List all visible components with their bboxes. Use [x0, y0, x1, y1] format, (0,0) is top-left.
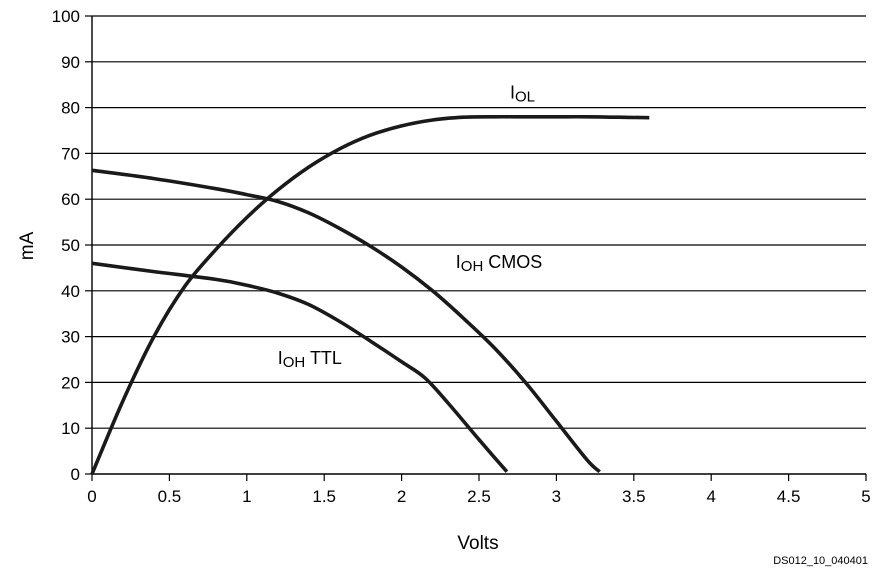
axes	[85, 15, 867, 481]
y-tick-label: 90	[61, 53, 80, 72]
y-tick-label: 50	[61, 236, 80, 255]
series-line-ioh-cmos	[91, 168, 601, 474]
x-tick-label: 1	[242, 487, 251, 506]
x-tick-labels: 0 0.5 1 1.5 2 2.5 3 3.5 4 4.5 5	[87, 487, 870, 506]
x-tick-label: 3.5	[622, 487, 646, 506]
x-axis-label: Volts	[457, 533, 498, 554]
y-tick-label: 20	[61, 373, 80, 392]
curve-label-ioh-cmos: IOH CMOS	[456, 252, 543, 275]
document-id: DS012_10_040401	[773, 555, 868, 567]
gridlines	[92, 15, 866, 429]
x-tick-label: 4.5	[777, 487, 801, 506]
curve-label-ioh-ttl: IOH TTL	[278, 348, 342, 371]
x-tick-label: 1.5	[312, 487, 336, 506]
curve-label-iol: IOL	[510, 82, 535, 105]
x-tick-label: 2.5	[467, 487, 491, 506]
x-tick-label: 0	[87, 487, 96, 506]
y-tick-label: 0	[71, 465, 80, 484]
series-line-iol	[90, 114, 650, 475]
y-tick-label: 100	[52, 7, 80, 26]
y-tick-label: 80	[61, 99, 80, 118]
series-group	[90, 114, 650, 475]
y-tick-label: 40	[61, 282, 80, 301]
y-tick-label: 10	[61, 419, 80, 438]
x-tick-label: 2	[397, 487, 406, 506]
y-axis-label: mA	[17, 231, 38, 260]
x-tick-label: 5	[861, 487, 870, 506]
x-tick-label: 0.5	[158, 487, 182, 506]
y-tick-labels: 0 10 20 30 40 50 60 70 80 90 100	[52, 7, 80, 484]
x-tick-label: 3	[552, 487, 561, 506]
x-tick-label: 4	[706, 487, 715, 506]
y-tick-label: 60	[61, 190, 80, 209]
y-tick-label: 70	[61, 144, 80, 163]
series-line-ioh-ttl	[91, 261, 509, 473]
y-tick-label: 30	[61, 328, 80, 347]
curve-labels: IOL IOH CMOS IOH TTL	[278, 82, 543, 371]
